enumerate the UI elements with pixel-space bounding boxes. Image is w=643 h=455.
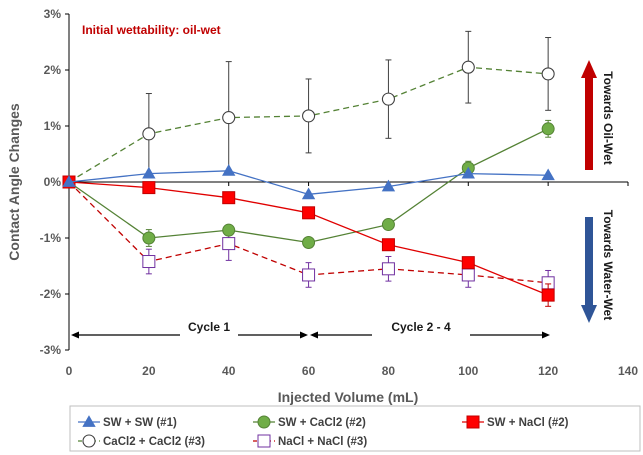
x-tick-label: 20: [142, 364, 156, 378]
data-point: [222, 191, 236, 205]
data-point: [461, 60, 475, 74]
legend-item-0: SW + SW (#1): [78, 415, 177, 429]
data-point: [302, 109, 316, 123]
data-point: [142, 255, 156, 269]
legend-marker: [466, 415, 480, 429]
data-point: [461, 268, 475, 282]
data-point: [142, 127, 156, 141]
cycle-2-label: Cycle 2 - 4: [391, 320, 451, 334]
data-point: [302, 206, 316, 220]
data-point: [541, 67, 555, 81]
legend-label: SW + NaCl (#2): [487, 417, 569, 429]
y-tick-label: -1%: [40, 231, 62, 245]
data-point: [301, 187, 316, 200]
legend-item-3: CaCl2 + CaCl2 (#3): [78, 434, 205, 448]
y-tick-label: 2%: [44, 63, 62, 77]
data-point: [142, 166, 156, 179]
x-tick-label: 40: [222, 364, 236, 378]
x-axis-title: Injected Volume (mL): [278, 389, 419, 405]
data-point: [541, 168, 555, 181]
data-point: [302, 268, 316, 282]
data-point: [381, 238, 395, 252]
data-point: [222, 223, 236, 237]
y-tick-label: 0%: [44, 175, 62, 189]
data-point: [142, 231, 156, 245]
y-tick-label: 1%: [44, 119, 62, 133]
legend-label: SW + CaCl2 (#2): [278, 417, 366, 429]
y-tick-label: -3%: [40, 343, 62, 357]
data-point: [142, 181, 156, 195]
oil-wet-label: Towards Oil-Wet: [601, 71, 615, 165]
y-axis-title: Contact Angle Changes: [6, 103, 22, 261]
x-tick-label: 140: [618, 364, 638, 378]
data-point: [541, 122, 555, 136]
legend-label: SW + SW (#1): [103, 417, 177, 429]
data-point: [302, 235, 316, 249]
data-point: [222, 237, 236, 251]
y-tick-label: -2%: [40, 287, 62, 301]
oil-wet-arrow: [581, 60, 597, 170]
wettability-annotation: Initial wettability: oil-wet: [82, 23, 221, 37]
x-tick-label: 120: [538, 364, 558, 378]
series-0: [62, 163, 555, 200]
legend-marker: [82, 434, 96, 448]
x-tick-label: 80: [382, 364, 396, 378]
x-tick-label: 0: [66, 364, 73, 378]
data-point: [381, 179, 396, 192]
legend: SW + SW (#1) SW + CaCl2 (#2) SW + NaCl (#2…: [69, 405, 641, 452]
series-3: [62, 30, 555, 189]
legend-item-2: SW + NaCl (#2): [462, 415, 569, 429]
water-wet-arrow: [581, 217, 597, 323]
data-point: [541, 288, 555, 302]
x-tick-label: 60: [302, 364, 316, 378]
data-point: [381, 218, 395, 232]
series-2: [62, 175, 555, 307]
legend-item-1: SW + CaCl2 (#2): [253, 415, 366, 429]
data-point: [62, 175, 76, 187]
data-point: [381, 262, 395, 276]
y-tick-label: 3%: [44, 7, 62, 21]
legend-label: NaCl + NaCl (#3): [278, 436, 367, 448]
legend-marker: [257, 434, 271, 448]
legend-marker: [82, 415, 96, 427]
water-wet-label: Towards Water-Wet: [601, 210, 615, 320]
legend-item-4: NaCl + NaCl (#3): [253, 434, 367, 448]
data-point: [222, 111, 236, 125]
data-point: [381, 92, 395, 106]
data-point: [222, 163, 236, 176]
data-point: [461, 166, 475, 179]
cycle-1-marker: Cycle 1: [71, 320, 308, 339]
cycle-1-label: Cycle 1: [188, 320, 230, 334]
cycle-2-marker: Cycle 2 - 4: [310, 320, 550, 339]
data-point: [461, 256, 475, 270]
x-tick-label: 100: [458, 364, 478, 378]
legend-label: CaCl2 + CaCl2 (#3): [103, 436, 205, 448]
legend-marker: [257, 415, 271, 429]
